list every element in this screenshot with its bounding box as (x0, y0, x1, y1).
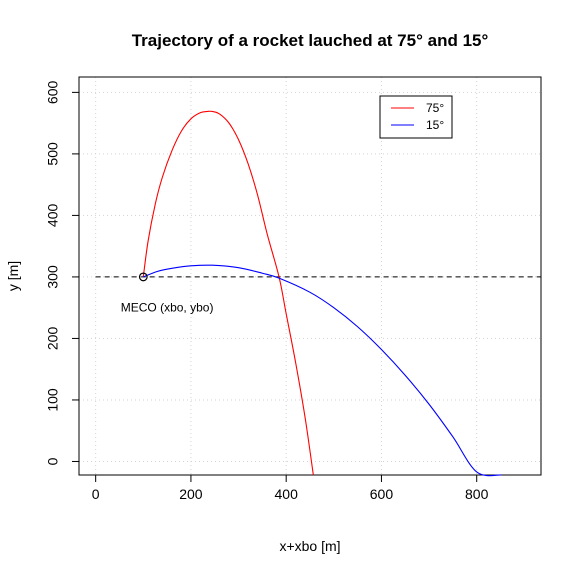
legend-label-15: 15° (426, 118, 444, 132)
meco-marker (138, 272, 148, 282)
series-line-1 (143, 264, 502, 477)
x-tick-label-0: 0 (92, 486, 100, 502)
y-tick-label-5: 500 (45, 142, 61, 166)
y-tick-label-3: 300 (45, 265, 61, 289)
x-tick-label-3: 600 (370, 486, 394, 502)
x-tick-label-4: 800 (465, 486, 489, 502)
legend: 75° 15° (379, 95, 453, 139)
y-axis: 0 100 200 300 400 500 600 (45, 80, 80, 465)
legend-label-75: 75° (426, 101, 444, 115)
y-tick-label-0: 0 (45, 457, 61, 465)
series-group (142, 110, 502, 477)
y-tick-label-1: 100 (45, 388, 61, 412)
x-axis-label: x+xbo [m] (279, 538, 340, 554)
y-tick-label-6: 600 (45, 80, 61, 104)
chart-title: Trajectory of a rocket lauched at 75° an… (132, 31, 489, 50)
y-tick-label-4: 400 (45, 204, 61, 228)
x-tick-label-1: 200 (179, 486, 203, 502)
x-axis: 0 200 400 600 800 (92, 474, 489, 502)
grid (79, 77, 541, 475)
legend-box (379, 95, 453, 139)
y-axis-label: y [m] (5, 261, 21, 291)
series-line-0 (142, 110, 314, 476)
y-tick-label-2: 200 (45, 327, 61, 351)
meco-annotation: MECO (xbo, ybo) (121, 301, 214, 315)
x-tick-label-2: 400 (275, 486, 299, 502)
